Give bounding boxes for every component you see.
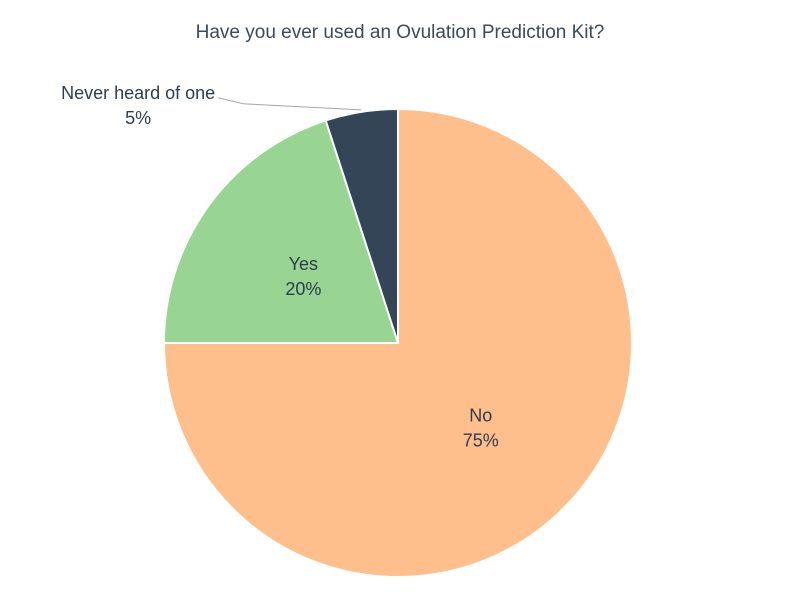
pie-slices (162, 107, 633, 578)
chart-title: Have you ever used an Ovulation Predicti… (195, 22, 605, 43)
slice-value-never-heard-of-one: 5% (125, 108, 151, 128)
slice-value-no: 75% (463, 431, 499, 451)
slice-label-yes: Yes (289, 254, 318, 274)
pie-slice-yes (162, 119, 400, 344)
slice-value-yes: 20% (285, 279, 321, 299)
pie-slice-never-heard-of-one (324, 107, 399, 344)
leader-line-never-heard-of-one (218, 97, 362, 111)
slice-label-no: No (469, 406, 492, 426)
leader-lines (218, 97, 362, 111)
slice-labels: No 75% Yes 20% Never heard of one 5% (61, 83, 499, 451)
slice-label-never-heard-of-one: Never heard of one (61, 83, 215, 103)
